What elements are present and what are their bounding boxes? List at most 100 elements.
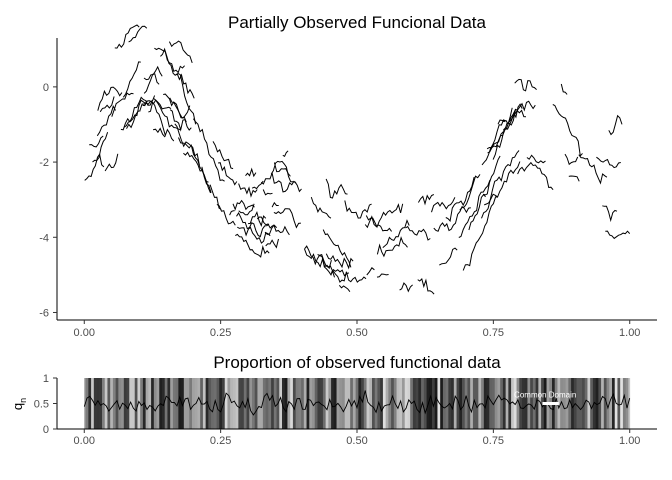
- band-cell: [238, 378, 242, 429]
- curve-segment: [174, 123, 200, 166]
- curve-segment: [399, 282, 413, 293]
- band-cell: [110, 378, 114, 429]
- curve-segment: [148, 101, 175, 142]
- x-tick-label: 0.50: [346, 327, 367, 339]
- band-cell: [511, 378, 515, 429]
- x-tick-label: 1.00: [619, 435, 640, 447]
- band-cell: [197, 378, 201, 429]
- x-tick-label: 0.00: [74, 327, 95, 339]
- band-cell: [609, 378, 613, 429]
- band-cell: [254, 378, 258, 429]
- band-cell: [181, 378, 185, 429]
- curve-segment: [439, 247, 458, 266]
- curve-segment: [251, 180, 264, 190]
- bottom-y-ticks: 00.51: [34, 373, 57, 436]
- band-cell: [104, 378, 108, 429]
- band-cell: [126, 378, 130, 429]
- curve-segment: [96, 105, 116, 137]
- band-cell: [257, 378, 261, 429]
- curve-segment: [128, 25, 148, 43]
- curve-segment: [560, 83, 568, 95]
- band-cell: [219, 378, 223, 429]
- curve-segment: [486, 131, 504, 150]
- band-cell: [325, 378, 329, 429]
- band-cell: [571, 378, 575, 429]
- band-cell: [282, 378, 286, 429]
- curve-segment: [366, 267, 375, 276]
- band-cell: [350, 378, 354, 429]
- band-cell: [344, 378, 348, 429]
- band-cell: [317, 378, 321, 429]
- common-domain-label: Common Domain: [514, 391, 576, 400]
- band-cell: [622, 378, 627, 429]
- x-tick-label: 0.75: [483, 435, 504, 447]
- bottom-x-ticks: 0.00 0.25 0.50 0.75 1.00: [74, 429, 640, 447]
- band-cell: [230, 378, 234, 429]
- curve-segment: [262, 189, 273, 196]
- curve-segment: [310, 196, 332, 219]
- band-cell: [88, 378, 92, 429]
- band-cell: [164, 378, 168, 429]
- band-cell: [265, 378, 269, 429]
- curve-segment: [482, 155, 501, 196]
- band-cell: [470, 378, 474, 429]
- band-cell: [462, 378, 466, 429]
- band-cell: [601, 378, 605, 429]
- curve-segment: [245, 167, 257, 178]
- band-cell: [590, 378, 594, 429]
- curve-segment: [468, 193, 486, 231]
- curve-segment: [111, 92, 134, 117]
- curve-segment: [183, 151, 209, 183]
- curve-segment: [433, 205, 471, 232]
- curve-segment: [552, 104, 583, 158]
- band-cell: [617, 378, 621, 429]
- band-cell: [243, 378, 247, 429]
- band-cell: [115, 378, 119, 429]
- band-cell: [227, 378, 231, 429]
- band-cell: [440, 378, 444, 429]
- curve-segment: [568, 175, 580, 182]
- curve-segment: [232, 199, 255, 211]
- curve-segment: [462, 196, 498, 271]
- curve-segment: [84, 152, 105, 181]
- band-cell: [347, 378, 351, 429]
- band-cell: [352, 378, 357, 429]
- band-cell: [301, 378, 305, 429]
- common-domain-annotation: Common Domain: [514, 391, 576, 405]
- band-cell: [437, 378, 441, 429]
- curve-segment: [596, 156, 621, 169]
- band-cell: [93, 378, 97, 429]
- curve-segment: [169, 97, 191, 119]
- band-cell: [557, 378, 561, 429]
- curve-segment: [376, 236, 408, 258]
- curve-segment: [152, 127, 166, 138]
- curve-segment: [143, 65, 163, 81]
- curve-segment: [304, 248, 332, 270]
- curve-segment: [344, 200, 372, 219]
- curve-segment: [445, 176, 475, 222]
- x-tick-label: 0.50: [346, 435, 367, 447]
- curve-segment: [458, 179, 491, 238]
- band-cell: [562, 378, 567, 429]
- band-cell: [262, 378, 267, 429]
- curve-segment: [282, 150, 289, 157]
- curve-segment: [338, 284, 351, 293]
- band-cell: [279, 378, 283, 429]
- band-cell: [374, 378, 378, 429]
- band-cell: [148, 378, 152, 429]
- band-cell: [91, 378, 95, 429]
- band-cell: [295, 378, 299, 429]
- band-cell: [363, 378, 367, 429]
- curve-segment: [160, 47, 195, 99]
- curve-segment: [365, 203, 404, 229]
- band-cell: [535, 378, 539, 429]
- curve-segment: [216, 203, 236, 226]
- curve-segment: [154, 47, 185, 74]
- y-tick-label: 1: [43, 373, 49, 385]
- band-cell: [423, 378, 427, 429]
- band-cell: [224, 378, 228, 429]
- curve-segment: [325, 253, 354, 270]
- band-cell: [183, 378, 187, 429]
- band-cell: [118, 378, 122, 429]
- curve-segment: [97, 86, 123, 111]
